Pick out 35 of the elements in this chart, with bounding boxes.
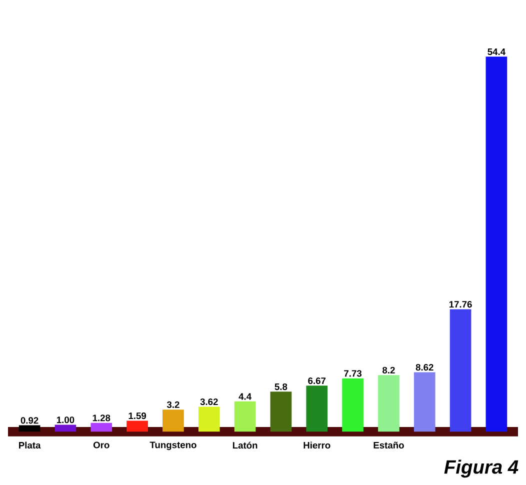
- bar: [450, 309, 472, 432]
- data-label: 3.62: [200, 398, 218, 406]
- data-label: 4.4: [238, 393, 252, 400]
- data-label: 1.00: [56, 416, 74, 424]
- bar: [270, 392, 292, 432]
- x-tick-label: Oro: [93, 442, 110, 448]
- bar: [126, 420, 148, 432]
- data-label: 7.73: [344, 370, 362, 377]
- data-label: 3.2: [166, 401, 180, 408]
- bar: [342, 378, 364, 432]
- data-label: 8.62: [416, 364, 434, 371]
- bar: [414, 372, 436, 432]
- x-tick-label: Tungsteno: [150, 442, 196, 450]
- data-label: 6.67: [308, 377, 326, 384]
- data-label: 17.76: [449, 301, 472, 308]
- x-tick-label: Estaño: [374, 442, 404, 449]
- data-label: 5.8: [274, 383, 288, 390]
- bar: [162, 410, 184, 432]
- data-label: 1.28: [92, 414, 110, 422]
- data-label: 0.92: [20, 417, 38, 424]
- data-label: 1.59: [128, 412, 146, 420]
- bar: [18, 425, 40, 432]
- bar: [54, 424, 76, 432]
- data-label: 8.2: [382, 366, 395, 374]
- x-tick-label: Latón: [232, 442, 258, 449]
- bar: [486, 56, 508, 432]
- x-tick-label: Plata: [19, 442, 41, 449]
- data-label: 54.4: [488, 48, 506, 56]
- x-tick-label: Hierro: [304, 442, 330, 449]
- bar: [234, 401, 256, 432]
- bar: [198, 406, 220, 432]
- bar: [378, 375, 400, 432]
- bar: [90, 422, 112, 432]
- text: Figura 4: [444, 460, 518, 478]
- bar: [306, 386, 328, 432]
